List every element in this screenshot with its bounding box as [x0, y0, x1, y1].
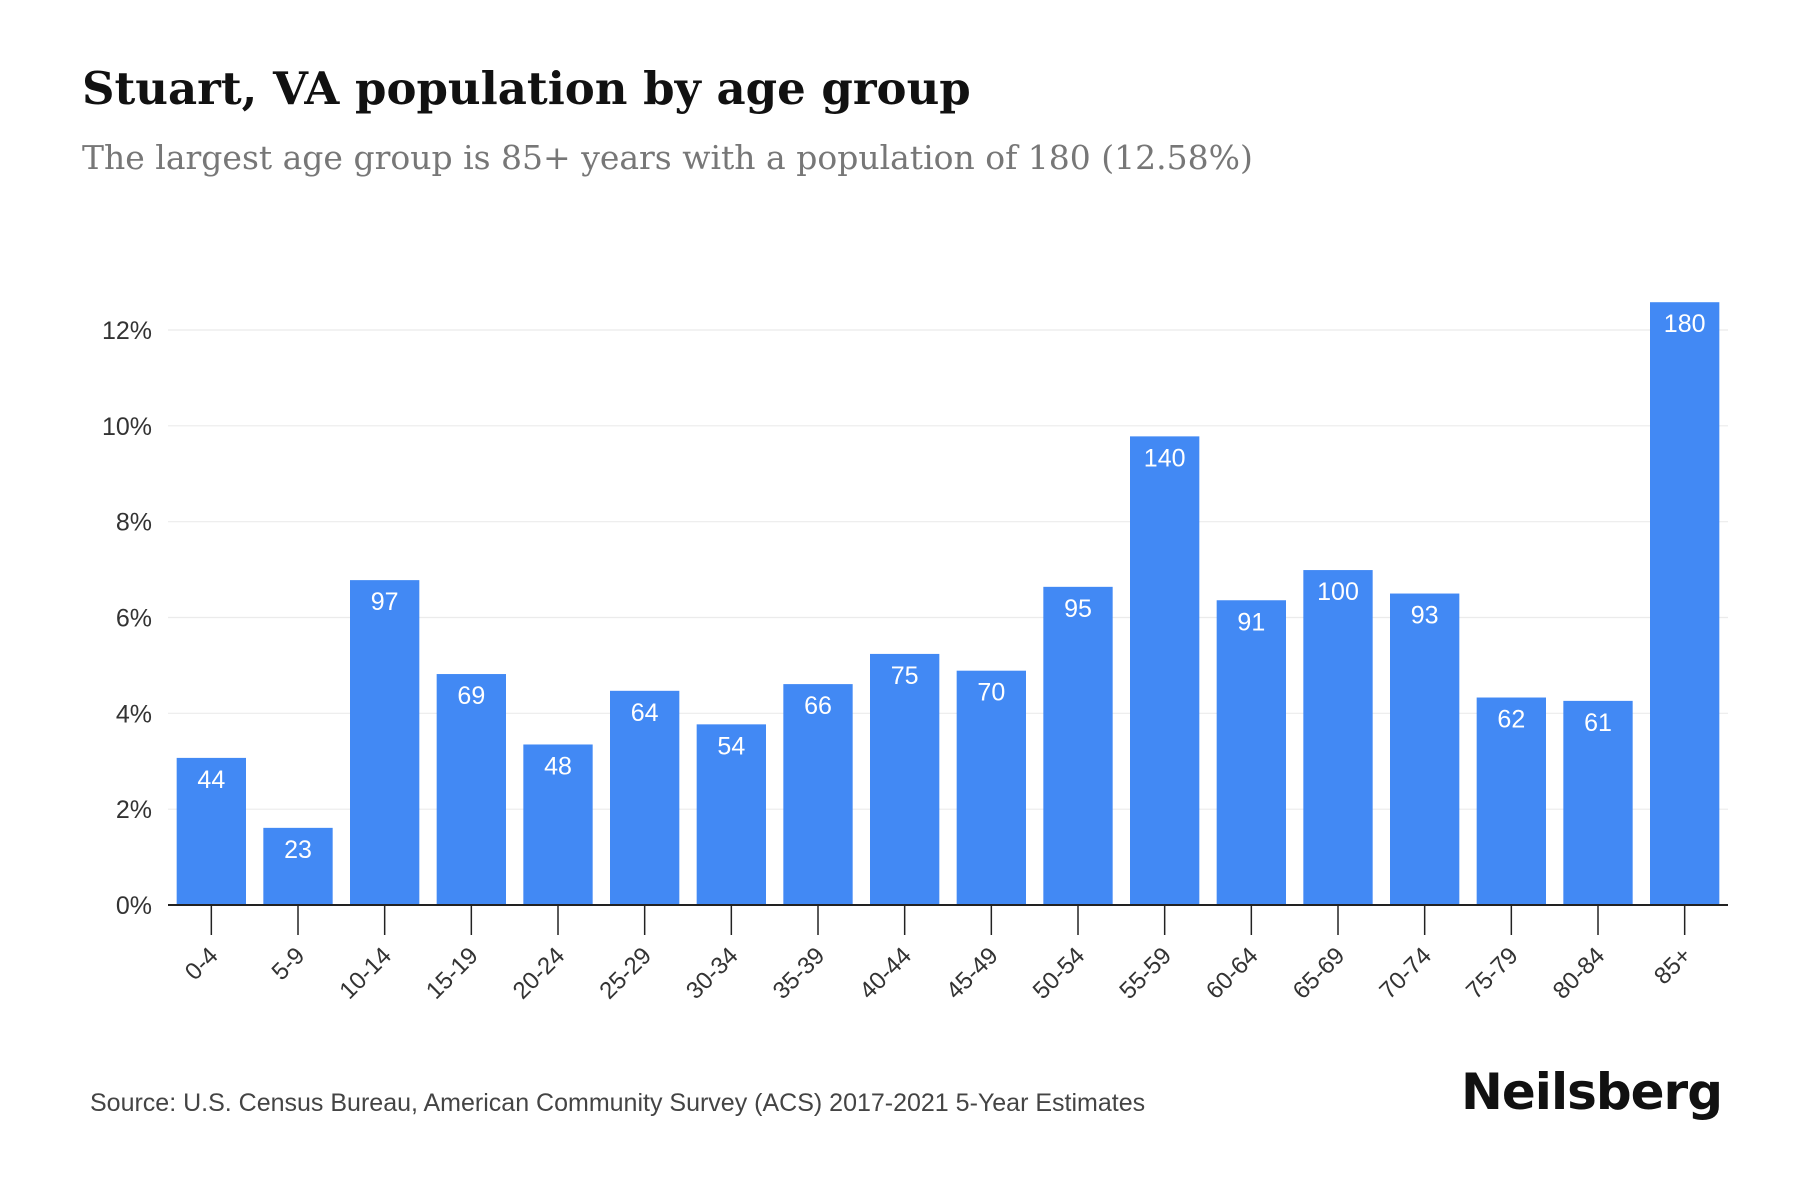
data-label: 97 [371, 588, 399, 616]
x-tick-label: 0-4 [180, 942, 224, 986]
chart-subtitle: The largest age group is 85+ years with … [82, 138, 1253, 177]
bar-60-64 [1216, 600, 1286, 905]
data-label: 44 [197, 766, 225, 794]
data-label: 100 [1317, 578, 1359, 606]
data-label: 54 [717, 732, 745, 760]
bar-0-4 [176, 757, 246, 905]
x-tick-label: 15-19 [421, 942, 484, 1005]
y-axis-ticks: 0% 2% 4% 6% 8% 10% 12% [102, 317, 152, 920]
data-label: 93 [1411, 602, 1439, 630]
x-tick-label: 50-54 [1028, 942, 1091, 1005]
data-label: 180 [1664, 310, 1706, 338]
data-label: 95 [1064, 595, 1092, 623]
bar-15-19 [436, 674, 506, 905]
x-tick-label: 70-74 [1374, 942, 1437, 1005]
data-label: 48 [544, 752, 572, 780]
data-label: 70 [977, 679, 1005, 707]
bar-25-29 [610, 690, 680, 905]
data-label: 64 [631, 699, 659, 727]
y-tick-label: 4% [116, 700, 152, 728]
x-tick-label: 75-79 [1461, 942, 1524, 1005]
brand-logo: Neilsberg [1461, 1063, 1723, 1121]
bar-5-9 [263, 827, 333, 905]
bar-50-54 [1043, 586, 1113, 905]
bar-30-34 [696, 724, 766, 905]
x-tick-label: 10-14 [334, 942, 397, 1005]
x-tick-label: 25-29 [594, 942, 657, 1005]
bar-55-59 [1130, 436, 1200, 905]
x-tick-label: 85+ [1649, 942, 1697, 990]
bar-70-74 [1390, 593, 1460, 905]
y-tick-label: 12% [102, 317, 152, 345]
x-axis: 0-4 5-9 10-14 15-19 20-24 25-29 30-34 35-39 40-4… [168, 904, 1728, 1005]
data-label: 62 [1497, 706, 1525, 734]
grid-lines [168, 329, 1728, 810]
data-label: 91 [1237, 608, 1265, 636]
x-tick-label: 80-84 [1548, 942, 1611, 1005]
data-label: 75 [891, 662, 919, 690]
bar-40-44 [870, 653, 940, 905]
bar-35-39 [783, 684, 853, 905]
x-tick-label: 55-59 [1114, 942, 1177, 1005]
data-label: 140 [1144, 444, 1186, 472]
source-note: Source: U.S. Census Bureau, American Com… [90, 1089, 1146, 1117]
x-tick-label: 35-39 [768, 942, 831, 1005]
bars: 44 23 97 69 48 64 54 66 75 70 95 140 91 100 93 62 61 180 [176, 302, 1720, 905]
data-label: 69 [457, 682, 485, 710]
y-tick-label: 10% [102, 413, 152, 441]
data-label: 61 [1584, 709, 1612, 737]
data-label: 23 [284, 836, 312, 864]
x-tick-label: 45-49 [941, 942, 1004, 1005]
bar-chart: 0% 2% 4% 6% 8% 10% 12% 44 23 97 69 48 64 54 66 75 70 95 1… [102, 302, 1728, 1005]
bar-65-69 [1303, 570, 1373, 905]
y-tick-label: 0% [116, 892, 152, 920]
bar-20-24 [523, 744, 593, 905]
bar-80-84 [1563, 700, 1633, 905]
chart-title: Stuart, VA population by age group [82, 62, 971, 115]
bar-45-49 [956, 670, 1026, 905]
x-tick-label: 60-64 [1201, 942, 1264, 1005]
y-tick-label: 6% [116, 605, 152, 633]
bar-85+ [1650, 302, 1720, 905]
x-tick-label: 30-34 [681, 942, 744, 1005]
data-label: 66 [804, 692, 832, 720]
x-tick-label: 20-24 [508, 942, 571, 1005]
bar-75-79 [1476, 697, 1546, 905]
x-tick-label: 40-44 [854, 942, 917, 1005]
y-tick-label: 8% [116, 509, 152, 537]
x-tick-label: 65-69 [1288, 942, 1351, 1005]
x-tick-label: 5-9 [267, 942, 311, 986]
bar-10-14 [350, 580, 420, 905]
y-tick-label: 2% [116, 796, 152, 824]
